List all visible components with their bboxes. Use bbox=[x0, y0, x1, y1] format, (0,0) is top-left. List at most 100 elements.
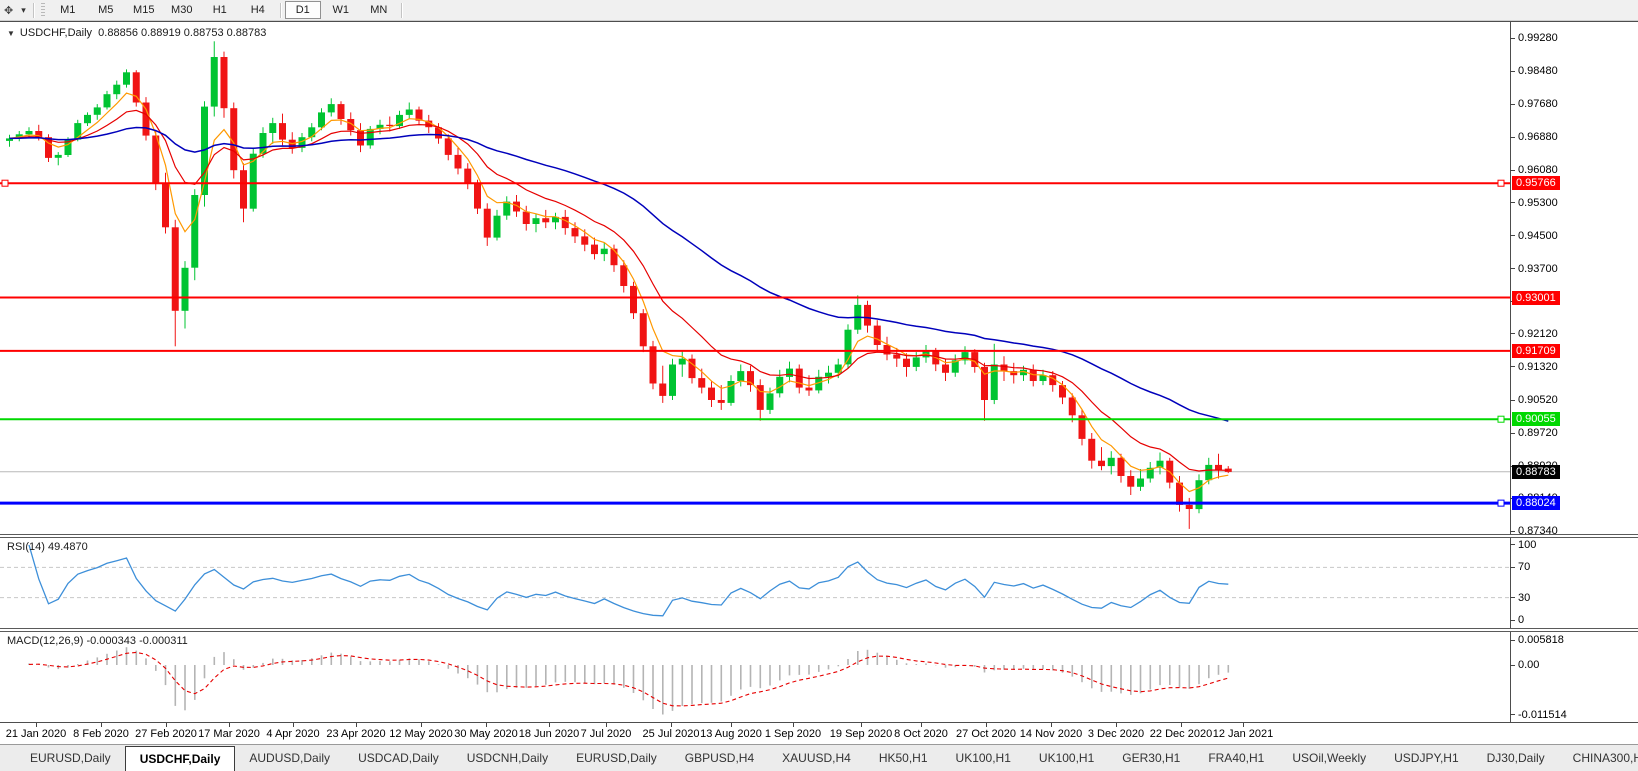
chart-tab-hk50-h1[interactable]: HK50,H1 bbox=[878, 751, 928, 765]
timeframe-button-h1[interactable]: H1 bbox=[212, 4, 227, 16]
macd-signal-line[interactable] bbox=[28, 651, 1229, 707]
timeframe-button-m1[interactable]: M1 bbox=[60, 4, 76, 16]
chart-tab-usdcad-daily[interactable]: USDCAD,Daily bbox=[358, 751, 439, 765]
axis-tick-mark bbox=[1510, 333, 1515, 335]
hline-handle-icon[interactable] bbox=[1497, 499, 1505, 507]
price-tick-label: 0.95300 bbox=[1518, 196, 1558, 209]
chart-tab-fra40-h1[interactable]: FRA40,H1 bbox=[1208, 751, 1265, 765]
current-price-badge: 0.88783 bbox=[1512, 464, 1560, 479]
macd-tick-label: -0.011514 bbox=[1518, 708, 1567, 721]
date-label: 3 Dec 2020 bbox=[1087, 728, 1145, 740]
toolbar-divider bbox=[279, 2, 281, 18]
chart-tab-eurusd-daily[interactable]: EURUSD,Daily bbox=[30, 751, 111, 765]
hline-handle-icon[interactable] bbox=[1497, 415, 1505, 423]
moving-average-mid[interactable] bbox=[9, 109, 1229, 472]
axis-tick-mark bbox=[1510, 235, 1515, 236]
timeframe-button-m5[interactable]: M5 bbox=[98, 4, 114, 16]
macd-panel-canvas[interactable] bbox=[0, 632, 1510, 722]
rsi-tick-label: 70 bbox=[1518, 561, 1531, 574]
date-tick-mark bbox=[36, 723, 37, 727]
axis-tick-mark bbox=[1510, 597, 1515, 599]
chart-frame-top bbox=[0, 21, 1638, 22]
axis-tick-mark bbox=[1510, 639, 1515, 641]
price-tick-label: 0.99280 bbox=[1518, 32, 1558, 44]
chart-tab-china300-h1[interactable]: CHINA300,H1 bbox=[1572, 751, 1638, 765]
price-chart-canvas[interactable] bbox=[0, 23, 1510, 534]
hline-handle-icon[interactable] bbox=[1, 179, 9, 187]
moving-average-fast[interactable] bbox=[9, 92, 1229, 493]
timeframe-button-mn[interactable]: MN bbox=[370, 4, 388, 16]
axis-tick-mark bbox=[1510, 399, 1515, 401]
rsi-tick-label: 30 bbox=[1518, 591, 1531, 604]
date-label: 23 Apr 2020 bbox=[326, 728, 386, 740]
chart-tab-uk100-h1[interactable]: UK100,H1 bbox=[1038, 751, 1095, 765]
date-label: 8 Oct 2020 bbox=[894, 728, 948, 740]
price-axis-border bbox=[1510, 22, 1511, 723]
chart-tab-gbpusd-h4[interactable]: GBPUSD,H4 bbox=[684, 751, 755, 765]
level-price-badge: 0.93001 bbox=[1512, 290, 1560, 305]
axis-tick-mark bbox=[1510, 544, 1515, 546]
axis-tick-mark bbox=[1510, 268, 1515, 270]
axis-tick-mark bbox=[1510, 432, 1515, 434]
moving-average-slow[interactable] bbox=[9, 126, 1229, 422]
chart-tab-eurusd-daily[interactable]: EURUSD,Daily bbox=[576, 751, 657, 765]
price-tick-label: 0.91320 bbox=[1518, 360, 1558, 373]
date-tick-mark bbox=[606, 723, 607, 727]
date-label: 19 Sep 2020 bbox=[829, 728, 893, 740]
axis-tick-mark bbox=[1510, 530, 1515, 532]
axis-tick-mark bbox=[1510, 619, 1515, 621]
date-label: 25 Jul 2020 bbox=[642, 728, 700, 740]
date-tick-mark bbox=[861, 723, 862, 727]
date-tick-mark bbox=[229, 723, 230, 727]
pan-crosshair-icon[interactable]: ✥ bbox=[4, 4, 14, 17]
panel-separator-rsi[interactable] bbox=[0, 534, 1638, 538]
chart-tab-usdcnh-daily[interactable]: USDCNH,Daily bbox=[466, 751, 549, 765]
date-label: 17 Mar 2020 bbox=[198, 728, 260, 740]
date-label: 22 Dec 2020 bbox=[1149, 728, 1213, 740]
chart-tab-xauusd-h4[interactable]: XAUUSD,H4 bbox=[782, 751, 851, 765]
date-label: 18 Jun 2020 bbox=[518, 728, 580, 740]
date-label: 12 Jan 2021 bbox=[1212, 728, 1274, 740]
toolbar-grip-handle[interactable] bbox=[40, 3, 45, 17]
rsi-line[interactable] bbox=[28, 544, 1229, 617]
chevron-down-icon[interactable]: ▾ bbox=[21, 4, 26, 15]
chart-ohlc-values: 0.88856 0.88919 0.88753 0.88783 bbox=[98, 27, 267, 39]
price-tick-label: 0.92120 bbox=[1518, 327, 1558, 340]
price-tick-label: 0.96080 bbox=[1518, 164, 1558, 177]
date-label: 1 Sep 2020 bbox=[764, 728, 822, 740]
date-tick-mark bbox=[671, 723, 672, 727]
macd-tick-label: 0.00 bbox=[1518, 659, 1540, 671]
axis-tick-mark bbox=[1510, 566, 1515, 568]
panel-separator-macd[interactable] bbox=[0, 628, 1638, 632]
timeframe-button-m15[interactable]: M15 bbox=[133, 4, 155, 16]
rsi-tick-label: 0 bbox=[1518, 614, 1525, 627]
symbol-caret-icon[interactable]: ▼ bbox=[7, 29, 15, 38]
date-label: 14 Nov 2020 bbox=[1019, 728, 1083, 740]
price-tick-label: 0.98480 bbox=[1518, 65, 1558, 78]
timeframe-button-d1[interactable]: D1 bbox=[284, 1, 321, 19]
chart-tab-usdchf-daily[interactable]: USDCHF,Daily bbox=[124, 746, 236, 771]
chart-tab-usdjpy-h1[interactable]: USDJPY,H1 bbox=[1394, 751, 1459, 765]
chart-tab-uk100-h1[interactable]: UK100,H1 bbox=[955, 751, 1011, 765]
date-axis[interactable]: 21 Jan 2020 8 Feb 2020 27 Feb 2020 17 Mar 2… bbox=[0, 723, 1638, 744]
hline-handle-icon[interactable] bbox=[1497, 179, 1505, 187]
chart-tab-audusd-daily[interactable]: AUDUSD,Daily bbox=[249, 751, 331, 765]
date-label: 27 Oct 2020 bbox=[956, 728, 1016, 740]
chart-symbol-period: USDCHF,Daily bbox=[19, 27, 93, 39]
rsi-indicator-label: RSI(14) 49.4870 bbox=[7, 541, 88, 553]
axis-tick-mark bbox=[1510, 366, 1515, 368]
chart-tab-dj30-daily[interactable]: DJ30,Daily bbox=[1486, 751, 1545, 765]
rsi-panel-canvas[interactable] bbox=[0, 538, 1510, 628]
axis-tick-mark bbox=[1510, 70, 1515, 72]
level-price-badge: 0.91709 bbox=[1512, 343, 1560, 358]
timeframe-button-w1[interactable]: W1 bbox=[332, 4, 350, 16]
timeframe-button-m30[interactable]: M30 bbox=[171, 4, 193, 16]
timeframe-button-h4[interactable]: H4 bbox=[250, 4, 265, 16]
axis-tick-mark bbox=[1510, 103, 1515, 105]
date-tick-mark bbox=[1243, 723, 1244, 727]
chart-tab-usoil-weekly[interactable]: USOil,Weekly bbox=[1292, 751, 1367, 765]
chart-tab-ger30-h1[interactable]: GER30,H1 bbox=[1122, 751, 1181, 765]
date-label: 12 May 2020 bbox=[389, 728, 453, 740]
price-tick-label: 0.87340 bbox=[1518, 525, 1558, 538]
